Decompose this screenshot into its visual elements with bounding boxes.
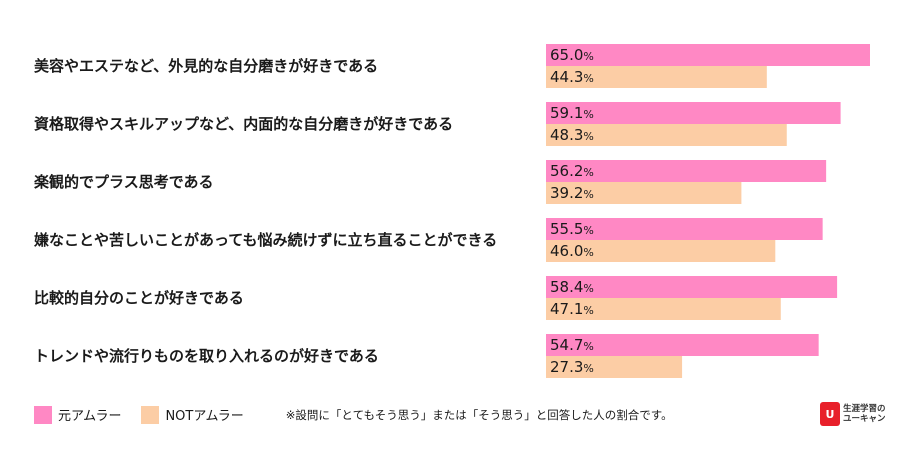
category-label: 資格取得やスキルアップなど、内面的な自分磨きが好きである [34, 115, 453, 133]
bar-moto-amura [546, 218, 823, 240]
bar-not-amura [546, 182, 742, 204]
data-label: 55.5% [550, 220, 594, 238]
category-label: 嫌なことや苦しいことがあっても悩み続けずに立ち直ることができる [33, 231, 497, 249]
bar-not-amura [546, 298, 781, 320]
bar-not-amura [546, 66, 767, 88]
category-label: トレンドや流行りものを取り入れるのが好きである [34, 347, 379, 365]
data-label: 47.1% [550, 300, 594, 318]
legend-swatch-moto-amura [34, 405, 52, 424]
category-group: 嫌なことや苦しいことがあっても悩み続けずに立ち直ることができる 55.5% 46.0… [33, 218, 823, 262]
data-label: 54.7% [550, 336, 594, 354]
legend-label-not-amura: NOTアムラー [165, 409, 244, 424]
bar-chart: 美容やエステなど、外見的な自分磨きが好きである 65.0% 44.3% 資格取得やスキ… [33, 44, 870, 378]
ucan-logo: U 生涯学習の ユーキャン [820, 402, 892, 426]
data-label: 56.2% [550, 162, 594, 180]
legend-swatch-not-amura [141, 405, 160, 424]
legend-label-moto-amura: 元アムラー [58, 409, 122, 424]
logo-line-2: ユーキャン [843, 414, 886, 424]
logo-line-1: 生涯学習の [843, 404, 886, 414]
category-label: 比較的自分のことが好きである [34, 289, 244, 307]
bar-not-amura [546, 124, 787, 146]
category-group: 美容やエステなど、外見的な自分磨きが好きである 65.0% 44.3% [34, 44, 870, 88]
data-label: 39.2% [550, 184, 594, 202]
category-group: 資格取得やスキルアップなど、内面的な自分磨きが好きである 59.1% 48.3% [34, 102, 841, 146]
bar-not-amura [546, 240, 776, 262]
bar-not-amura [546, 356, 683, 378]
legend: 元アムラー NOTアムラー ※設問に「とてもそう思う」または「そう思う」と回答し… [34, 405, 673, 424]
category-group: 比較的自分のことが好きである 58.4% 47.1% [34, 276, 838, 320]
data-label: 44.3% [550, 68, 594, 86]
logo-text: 生涯学習の ユーキャン [843, 404, 886, 424]
category-group: トレンドや流行りものを取り入れるのが好きである 54.7% 27.3% [34, 334, 819, 378]
category-label: 楽観的でプラス思考である [34, 173, 214, 191]
data-label: 27.3% [550, 358, 594, 376]
category-label: 美容やエステなど、外見的な自分磨きが好きである [34, 57, 378, 75]
footnote: ※設問に「とてもそう思う」または「そう思う」と回答した人の割合です。 [285, 407, 673, 422]
data-label: 59.1% [550, 104, 594, 122]
legend-item-moto-amura: 元アムラー [34, 405, 121, 424]
data-label: 48.3% [550, 126, 594, 144]
logo-mark-icon: U [820, 402, 840, 426]
category-group: 楽観的でプラス思考である 56.2% 39.2% [34, 160, 827, 204]
bar-moto-amura [546, 102, 841, 124]
bar-moto-amura [546, 276, 838, 298]
bar-moto-amura [546, 334, 819, 356]
data-label: 58.4% [550, 278, 594, 296]
data-label: 65.0% [550, 46, 594, 64]
legend-item-not-amura: NOTアムラー [141, 405, 244, 424]
bar-moto-amura [546, 160, 827, 182]
bar-moto-amura [546, 44, 870, 66]
data-label: 46.0% [550, 242, 594, 260]
